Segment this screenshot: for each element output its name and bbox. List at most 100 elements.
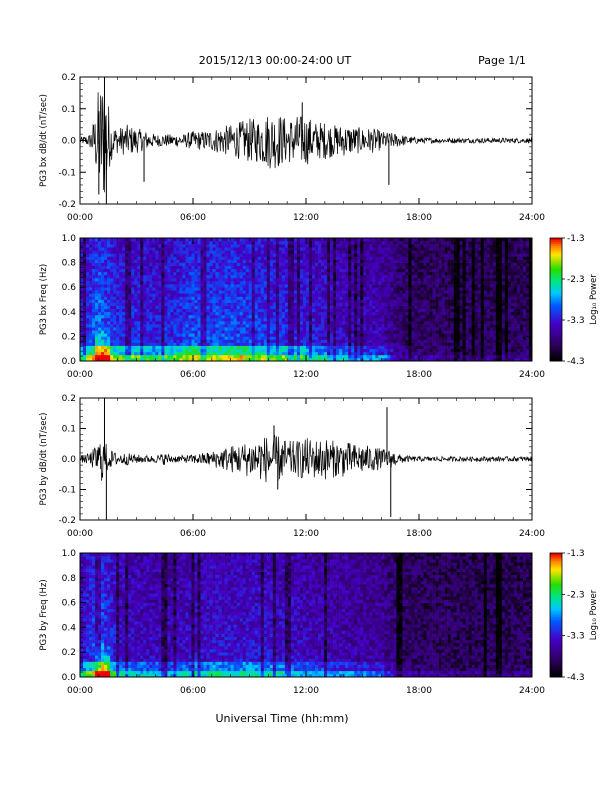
spectrogram-cell xyxy=(357,311,361,316)
spectrogram-cell xyxy=(266,253,271,257)
spectrogram-cell xyxy=(411,244,415,248)
spectrogram-cell xyxy=(110,274,114,279)
spectrogram-cell xyxy=(149,357,153,362)
spectrogram-cell xyxy=(224,321,228,325)
spectrogram-cell xyxy=(278,281,283,285)
spectrogram-cell xyxy=(218,271,222,276)
spectrogram-cell xyxy=(92,250,96,254)
spectrogram-cell xyxy=(158,241,162,245)
spectrogram-cell xyxy=(122,357,126,362)
spectrogram-cell xyxy=(80,321,84,325)
spectrogram-cell xyxy=(441,357,445,362)
spectrogram-cell xyxy=(321,345,325,350)
spectrogram-cell xyxy=(197,238,201,242)
spectrogram-cell xyxy=(158,345,162,350)
spectrogram-cell xyxy=(158,317,162,322)
spectrogram-cell xyxy=(414,339,418,343)
spectrogram-cell xyxy=(435,321,439,325)
spectrogram-cell xyxy=(444,296,448,300)
spectrogram-cell xyxy=(281,317,286,322)
spectrogram-cell xyxy=(345,284,349,288)
spectrogram-cell xyxy=(143,348,147,353)
spectrogram-cell xyxy=(134,244,138,248)
spectrogram-cell xyxy=(209,271,213,276)
spectrogram-cell xyxy=(116,274,120,279)
spectrogram-cell xyxy=(287,317,292,322)
spectrogram-cell xyxy=(432,259,436,263)
spectrogram-cell xyxy=(384,250,388,254)
spectrogram-cell xyxy=(230,302,234,306)
spectrogram-cell xyxy=(200,354,204,359)
spectrogram-cell xyxy=(83,333,87,337)
spectrogram-cell xyxy=(140,357,144,362)
spectrogram-cell xyxy=(432,336,436,340)
spectrogram-cell xyxy=(179,274,183,279)
spectrogram-cell xyxy=(417,244,421,248)
spectrogram-cell xyxy=(426,250,430,254)
spectrogram-cell xyxy=(104,238,108,242)
spectrogram-cell xyxy=(441,317,445,322)
spectrogram-cell xyxy=(125,268,129,273)
spectrogram-cell xyxy=(327,339,331,343)
spectrogram-cell xyxy=(86,330,90,334)
spectrogram-cell xyxy=(242,296,247,300)
spectrogram-cell xyxy=(233,299,237,303)
spectrogram-cell xyxy=(309,293,313,297)
spectrogram-cell xyxy=(411,330,415,334)
spectrogram-cell xyxy=(393,308,397,313)
spectrogram-cell xyxy=(143,277,147,282)
spectrogram-cell xyxy=(101,296,105,300)
spectrogram-cell xyxy=(134,348,138,353)
spectrogram-cell xyxy=(408,351,412,356)
spectrogram-cell xyxy=(125,277,129,282)
spectrogram-cell xyxy=(384,244,388,248)
spectrogram-cell xyxy=(212,247,216,251)
spectrogram-cell xyxy=(290,330,295,334)
spectrogram-cell xyxy=(128,253,132,257)
spectrogram-cell xyxy=(429,277,433,282)
spectrogram-cell xyxy=(113,296,117,300)
spectrogram-cell xyxy=(227,342,231,346)
spectrogram-cell xyxy=(131,268,135,273)
spectrogram-cell xyxy=(167,256,171,260)
spectrogram-cell xyxy=(257,342,262,346)
spectrogram-cell xyxy=(321,339,325,343)
spectrogram-cell xyxy=(233,321,237,325)
spectrogram-cell xyxy=(185,250,189,254)
spectrogram-cell xyxy=(188,339,192,343)
spectrogram-cell xyxy=(260,244,265,248)
spectrogram-cell xyxy=(266,311,271,316)
spectrogram-cell xyxy=(194,302,198,306)
spectrogram-cell xyxy=(260,290,265,294)
spectrogram-cell xyxy=(351,287,355,291)
spectrogram-cell xyxy=(369,308,373,313)
spectrogram-cell xyxy=(318,293,322,297)
spectrogram-cell xyxy=(399,308,403,313)
spectrogram-cell xyxy=(357,314,361,319)
spectrogram-cell xyxy=(164,336,168,340)
spectrogram-cell xyxy=(269,271,274,276)
spectrogram-cell xyxy=(336,296,340,300)
spectrogram-cell xyxy=(140,271,144,276)
spectrogram-cell xyxy=(318,339,322,343)
spectrogram-cell xyxy=(381,357,385,362)
spectrogram-cell xyxy=(164,259,168,263)
spectrogram-cell xyxy=(218,336,222,340)
spectrogram-cell xyxy=(212,345,216,350)
spectrogram-cell xyxy=(203,284,207,288)
spectrogram-cell xyxy=(227,339,231,343)
spectrogram-cell xyxy=(170,277,174,282)
spectrogram-cell xyxy=(236,311,240,316)
spectrogram-cell xyxy=(281,241,286,245)
spectrogram-cell xyxy=(176,311,180,316)
spectrogram-cell xyxy=(339,247,343,251)
spectrogram-cell xyxy=(351,244,355,248)
spectrogram-cell xyxy=(263,253,268,257)
spectrogram-cell xyxy=(122,247,126,251)
spectrogram-cell xyxy=(354,345,358,350)
spectrogram-cell xyxy=(423,308,427,313)
spectrogram-cell xyxy=(272,253,277,257)
spectrogram-cell xyxy=(272,293,277,297)
spectrogram-cell xyxy=(441,324,445,328)
spectrogram-cell xyxy=(438,308,442,313)
